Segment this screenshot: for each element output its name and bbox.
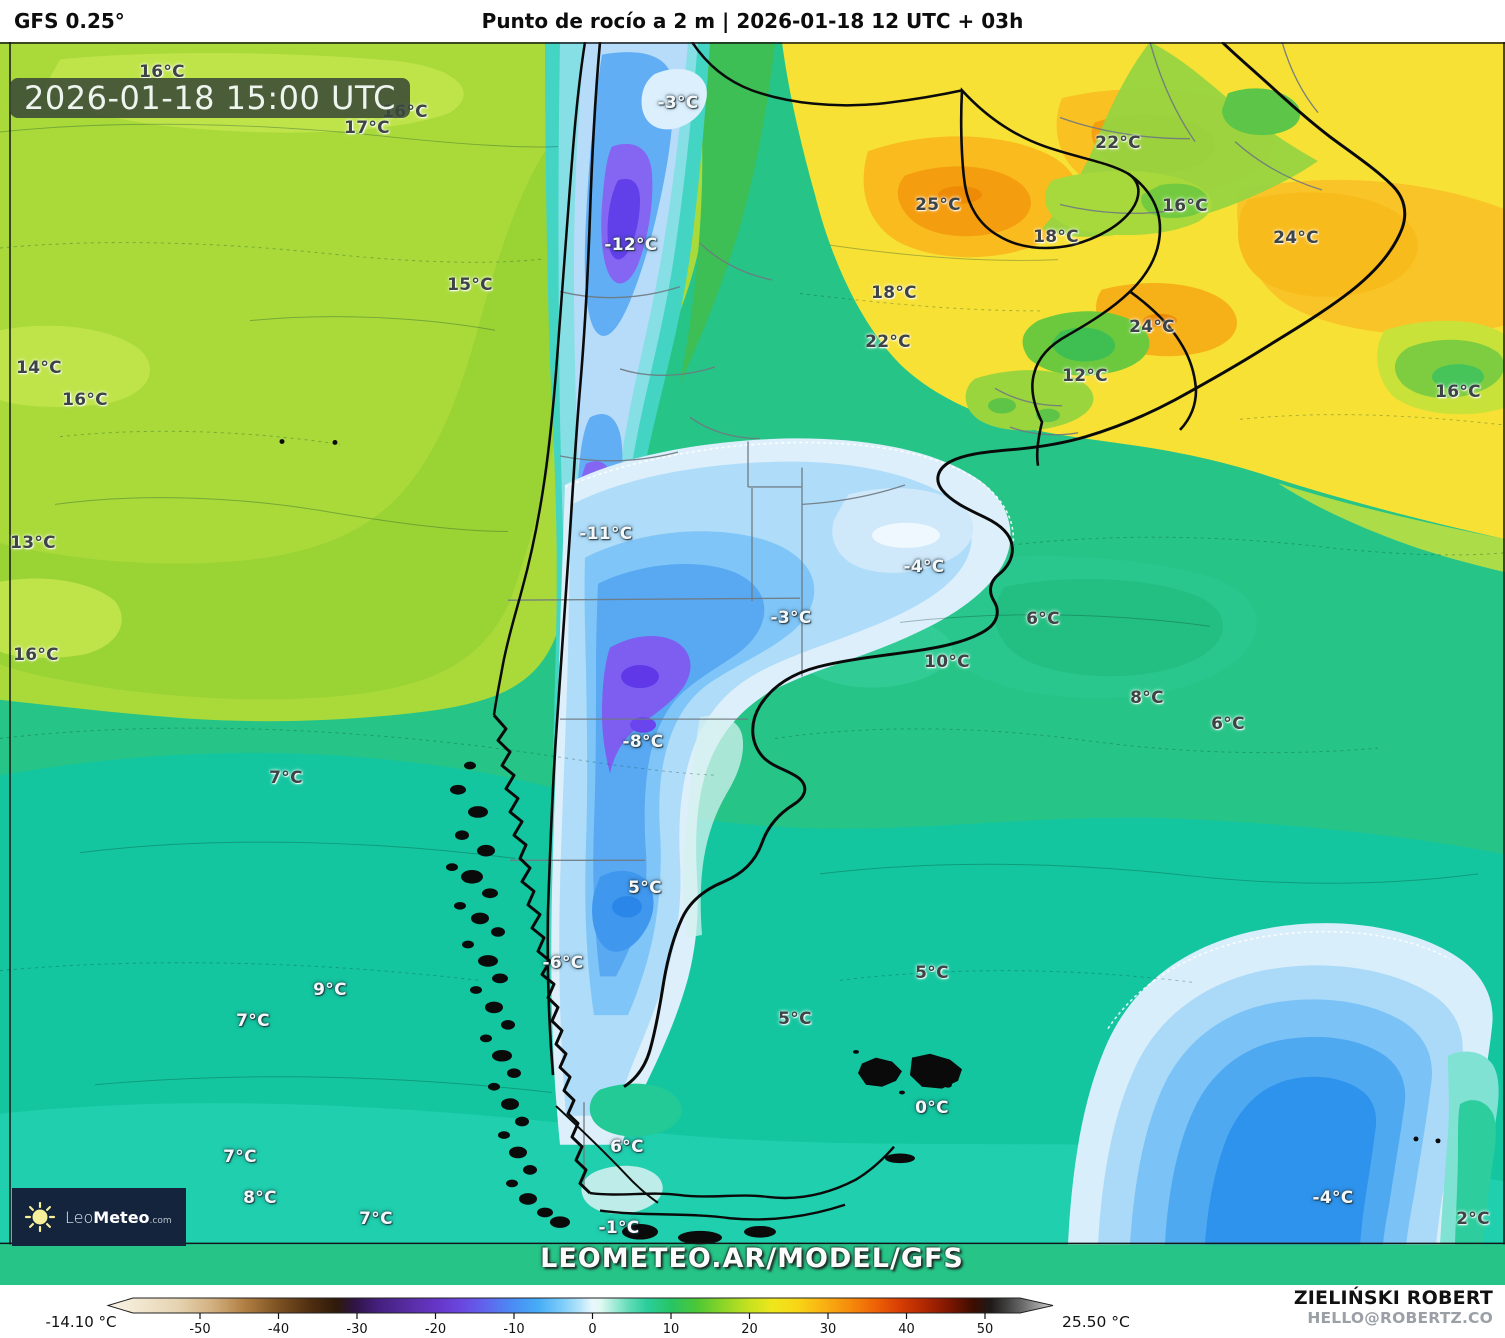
logo-tld: .com (149, 1215, 172, 1226)
footer-bar: -50 -40 -30 -20 -10 0 10 20 30 40 50 -14.10 °C 25.… (0, 1285, 1505, 1338)
colorbar-gradient-bar (106, 1297, 1054, 1314)
author-contact: HELLO@ROBERTZ.CO (1307, 1309, 1493, 1328)
colorbar-tick-label: 20 (741, 1322, 758, 1337)
colorbar-tick-label: 40 (898, 1322, 915, 1337)
watermark-url: LEOMETEO.AR/MODEL/GFS (540, 1243, 964, 1274)
colorbar-tick-label: -30 (346, 1322, 367, 1337)
colorbar-max-annotation: 25.50 °C (1062, 1313, 1130, 1331)
contour-lines (0, 123, 1505, 1093)
colorbar-tick-label: -50 (189, 1322, 210, 1337)
colorbar-tick-label: 30 (820, 1322, 837, 1337)
country-borders (546, 42, 1198, 1076)
credits: ZIELIŃSKI ROBERT HELLO@ROBERTZ.CO (1294, 1287, 1493, 1328)
map-canvas (0, 42, 1505, 1285)
atlantic-cold-pool (1068, 923, 1499, 1245)
colorbar-tick-label: -10 (503, 1322, 524, 1337)
colorbar-min-annotation: -14.10 °C (45, 1313, 116, 1331)
timestamp-badge: 2026-01-18 15:00 UTC (10, 78, 410, 118)
colorbar-tick-label: 50 (977, 1322, 994, 1337)
islands (279, 439, 1441, 1245)
logo-prefix: Leo (65, 1207, 94, 1227)
model-label: GFS 0.25° (14, 9, 125, 33)
colorbar-tick-label: -40 (268, 1322, 289, 1337)
leometeo-logo: LeoMeteo.com (12, 1188, 186, 1246)
colorbar-tick-label: -20 (425, 1322, 446, 1337)
sun-icon (24, 1201, 56, 1233)
logo-text: LeoMeteo.com (65, 1208, 172, 1227)
logo-suffix: Meteo (93, 1207, 150, 1227)
province-borders (507, 42, 1323, 1190)
colorbar-tick-label: 0 (588, 1322, 596, 1337)
page-title: Punto de rocío a 2 m | 2026-01-18 12 UTC… (481, 9, 1024, 33)
colorbar-tick-label: 10 (663, 1322, 680, 1337)
coastlines (492, 42, 1407, 1221)
colorbar-ticks: -50 -40 -30 -20 -10 0 10 20 30 40 50 (189, 1313, 993, 1337)
header-bar: GFS 0.25° Punto de rocío a 2 m | 2026-01… (0, 0, 1505, 42)
contour-map-graphic (0, 42, 1505, 1245)
colorbar: -50 -40 -30 -20 -10 0 10 20 30 40 50 -14.10 °C 25.… (45, 1297, 1130, 1337)
author-name: ZIELIŃSKI ROBERT (1293, 1287, 1493, 1309)
